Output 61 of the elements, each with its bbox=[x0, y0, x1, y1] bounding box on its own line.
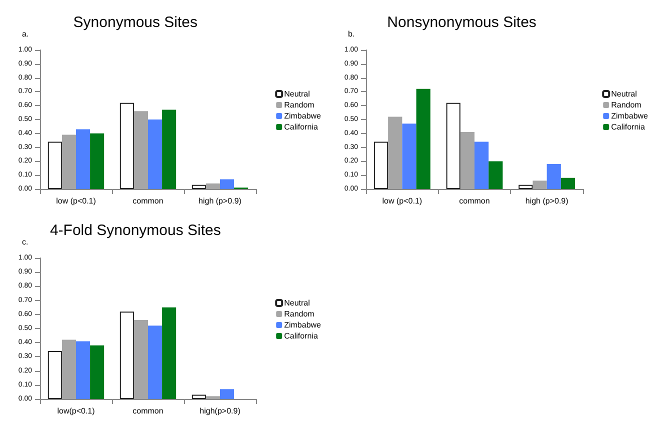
bar bbox=[460, 132, 474, 189]
bar bbox=[134, 111, 148, 189]
bar bbox=[48, 351, 62, 399]
bar bbox=[90, 133, 104, 189]
bar bbox=[518, 184, 533, 189]
bar bbox=[48, 142, 62, 189]
bar bbox=[388, 116, 402, 189]
x-tick-label: common bbox=[132, 196, 164, 206]
bar bbox=[532, 180, 547, 189]
legend-label: Zimbabwe bbox=[284, 320, 322, 330]
chart-title: 4-Fold Synonymous Sites bbox=[50, 222, 221, 239]
x-tick-label: low (p<0.1) bbox=[56, 196, 96, 206]
bar bbox=[62, 134, 76, 189]
legend-label: Neutral bbox=[284, 90, 310, 98]
bar bbox=[416, 88, 430, 189]
bar bbox=[192, 184, 206, 189]
bar bbox=[62, 340, 76, 399]
text: c. bbox=[22, 238, 28, 246]
bar bbox=[120, 102, 134, 189]
chart-title: Synonymous Sites bbox=[73, 14, 198, 31]
legend-label: Random bbox=[284, 100, 315, 110]
bar bbox=[134, 320, 148, 399]
bar bbox=[76, 129, 90, 189]
bar bbox=[206, 396, 220, 399]
chart-title: Nonsynonymous Sites bbox=[387, 14, 536, 31]
text: a. bbox=[22, 30, 29, 38]
x-tick-label: common bbox=[132, 406, 164, 416]
bar bbox=[206, 183, 220, 189]
legend-label: California bbox=[611, 122, 646, 132]
bar bbox=[546, 164, 561, 189]
x-tick-label: high (p>0.9) bbox=[198, 196, 242, 206]
bar bbox=[192, 394, 206, 399]
bar bbox=[560, 178, 576, 189]
legend-label: Zimbabwe bbox=[284, 112, 322, 120]
x-tick-label: low(p<0.1) bbox=[57, 406, 96, 416]
x-tick-label: high(p>0.9) bbox=[200, 406, 241, 416]
bar bbox=[148, 120, 162, 189]
legend-label: Zimbabwe bbox=[611, 112, 649, 120]
bar bbox=[474, 142, 489, 189]
legend-label: California bbox=[284, 122, 318, 132]
bar bbox=[162, 110, 176, 189]
text: b. bbox=[348, 30, 355, 38]
legend-label: Random bbox=[611, 100, 642, 110]
bar bbox=[76, 341, 90, 399]
bar bbox=[446, 102, 460, 189]
bar bbox=[220, 179, 234, 189]
legend-label: Random bbox=[284, 310, 315, 318]
bar bbox=[162, 307, 176, 399]
legend-label: Neutral bbox=[611, 90, 638, 98]
x-tick-label: low (p<0.1) bbox=[382, 196, 422, 206]
bar bbox=[148, 326, 162, 399]
x-tick-label: high (p>0.9) bbox=[525, 196, 569, 206]
bar bbox=[402, 124, 416, 189]
bar bbox=[220, 389, 234, 399]
legend-label: California bbox=[284, 332, 318, 340]
x-tick-label: common bbox=[459, 196, 490, 206]
bar bbox=[374, 142, 388, 189]
bar bbox=[90, 345, 104, 399]
legend-label: Neutral bbox=[284, 298, 310, 308]
bar bbox=[488, 161, 503, 189]
bar bbox=[120, 312, 134, 399]
